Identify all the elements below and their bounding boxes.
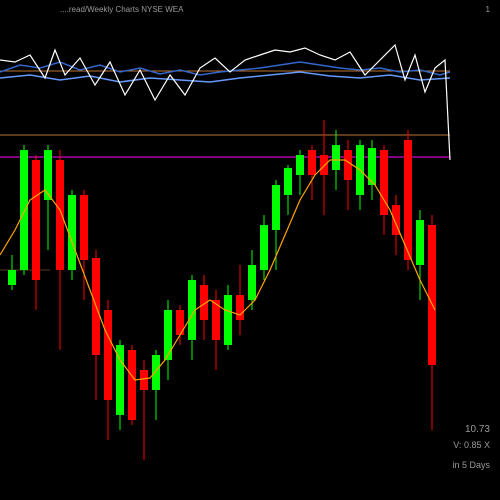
volume-info: V: 0.85 X: [453, 440, 490, 450]
chart-title: ....read/Weekly Charts NYSE WEA: [60, 5, 183, 14]
current-price: 10.73: [465, 424, 490, 435]
candlestick-chart[interactable]: [0, 0, 500, 500]
chart-scale: 1: [486, 5, 490, 14]
period-info: in 5 Days: [452, 460, 490, 470]
